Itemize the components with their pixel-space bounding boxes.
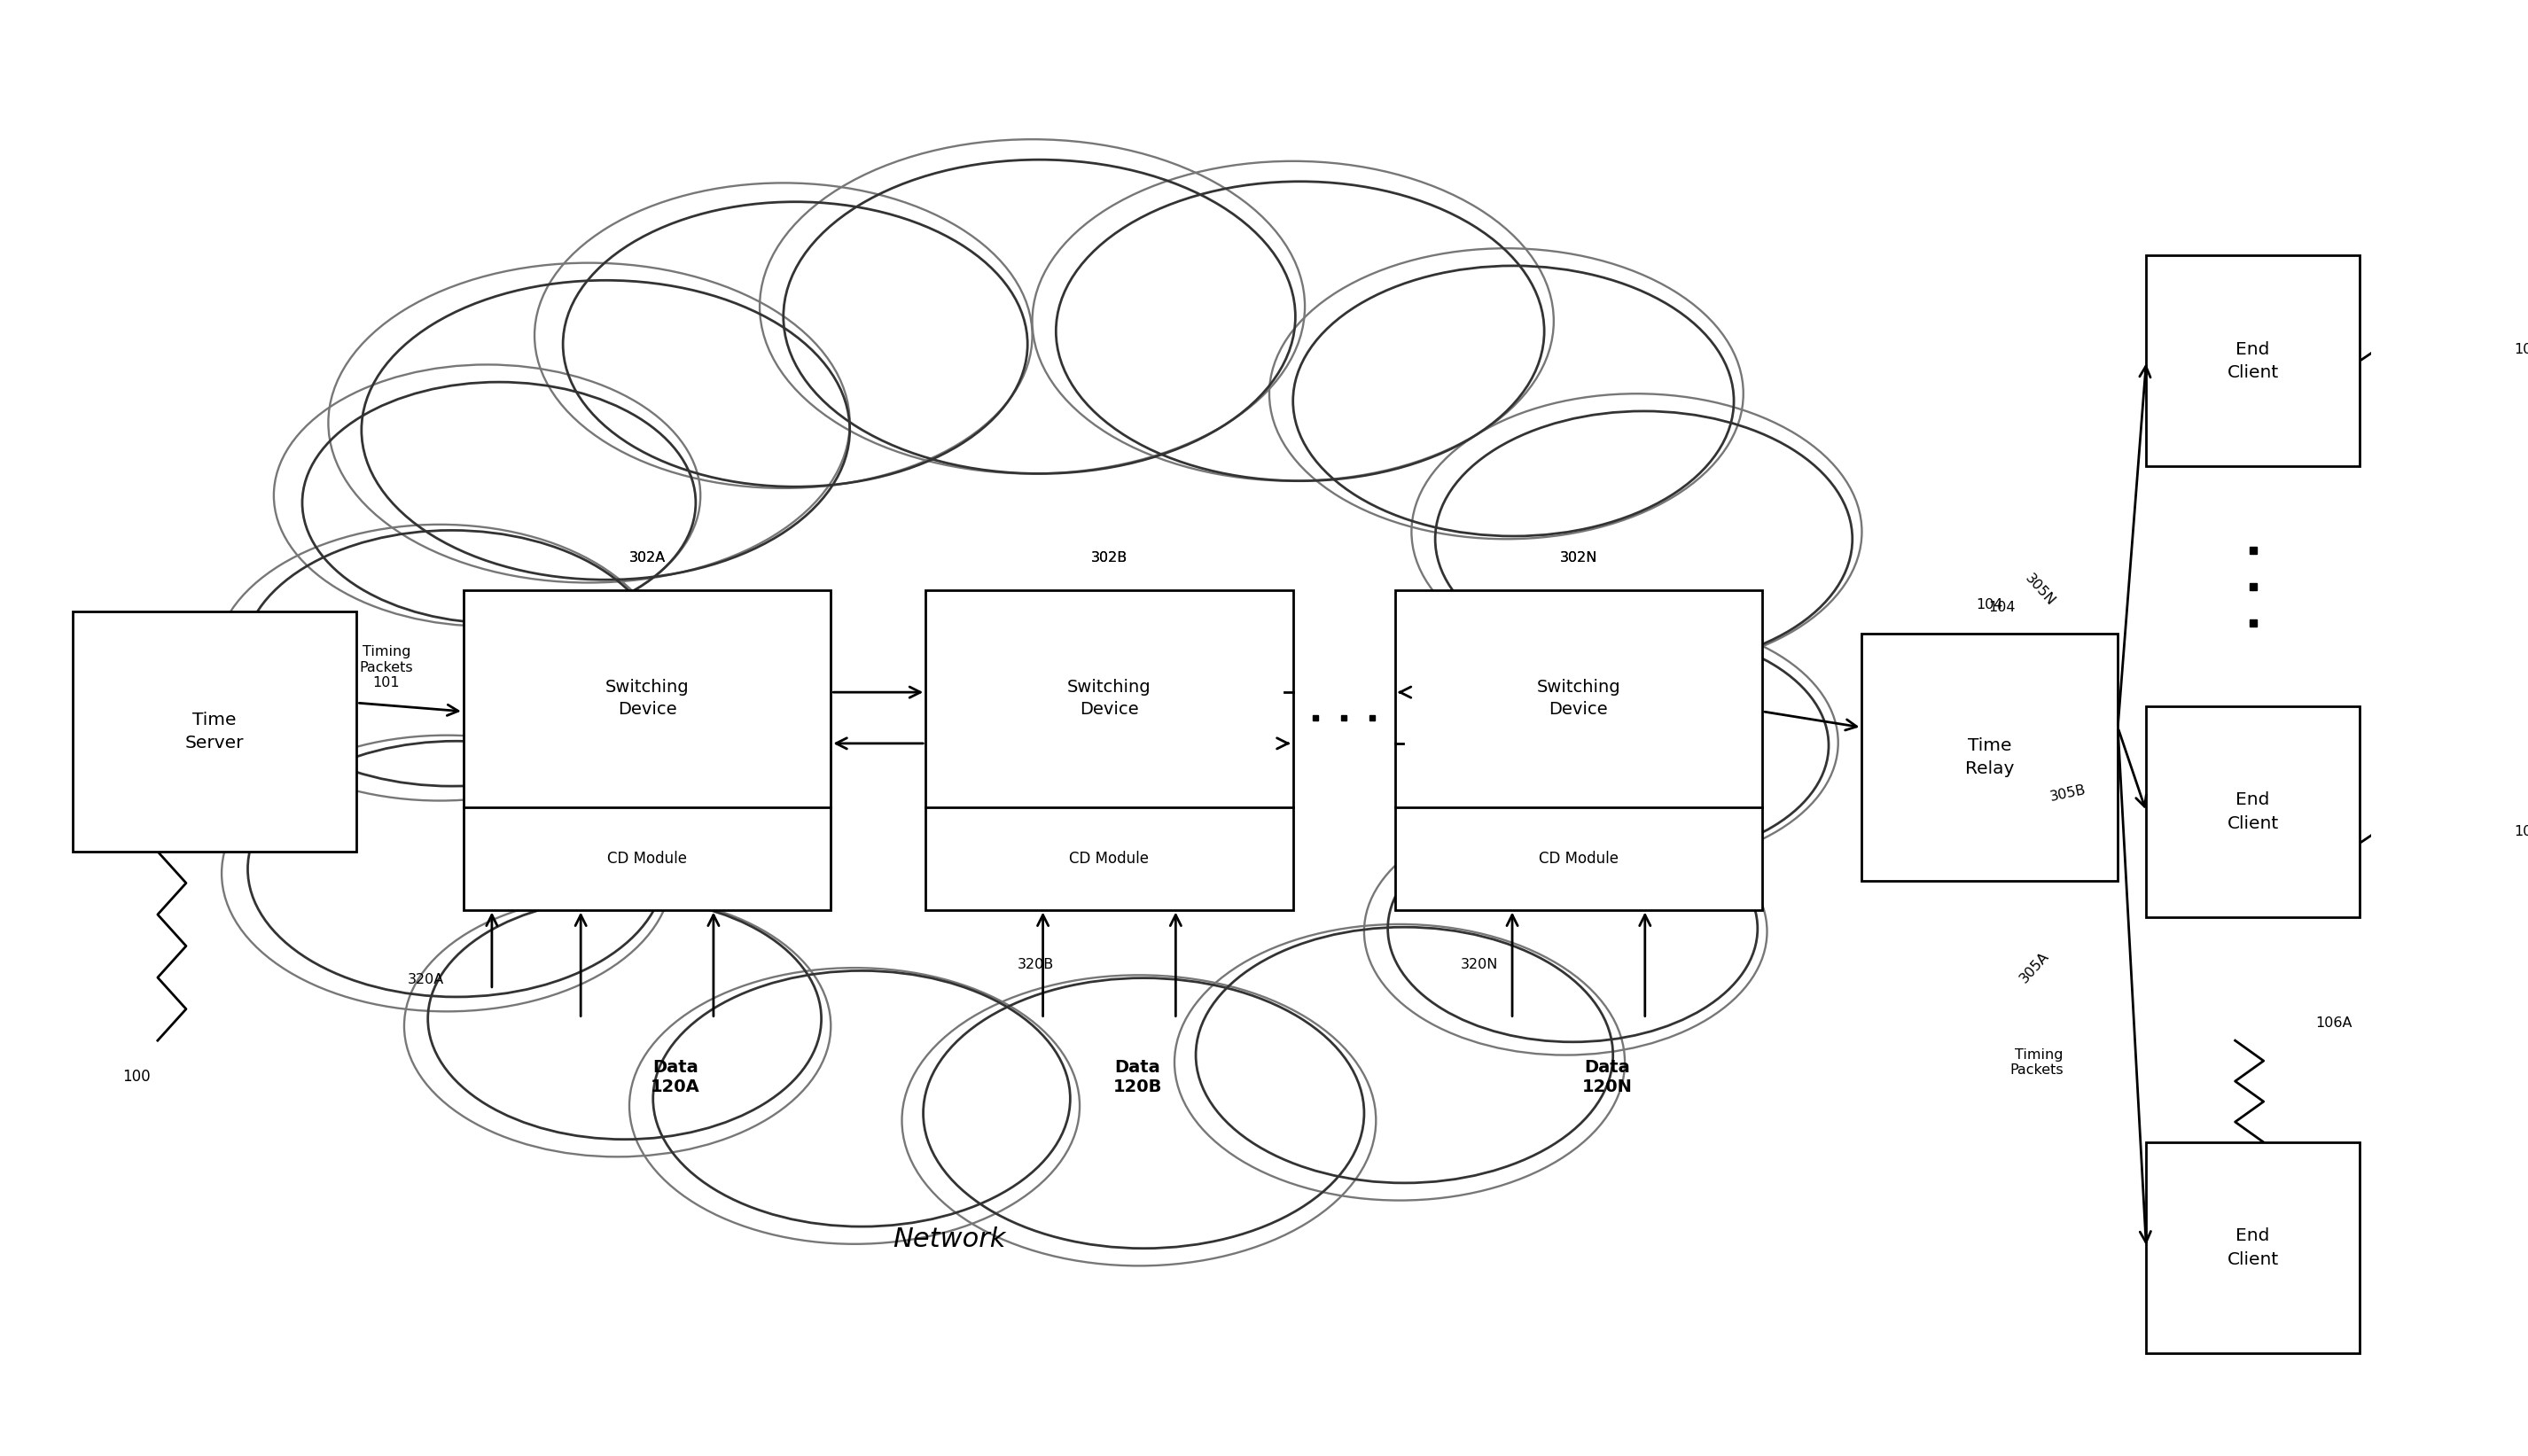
Text: 106A: 106A [2316, 1016, 2354, 1029]
Text: Switching
Device: Switching Device [1537, 678, 1620, 718]
Text: Time
Relay: Time Relay [1964, 737, 2015, 778]
Text: 320N: 320N [1461, 958, 1499, 971]
Text: CD Module: CD Module [1069, 850, 1150, 866]
Text: Switching
Device: Switching Device [604, 678, 690, 718]
Text: 305B: 305B [2048, 783, 2088, 804]
Text: 104: 104 [1987, 601, 2015, 614]
Text: CD Module: CD Module [607, 850, 688, 866]
Text: 302B: 302B [1092, 552, 1127, 565]
Text: 104: 104 [1977, 598, 2002, 612]
Text: 305A: 305A [2017, 949, 2053, 986]
Text: End
Client: End Client [2227, 1227, 2278, 1268]
Text: 100: 100 [121, 1069, 149, 1085]
FancyBboxPatch shape [463, 590, 832, 910]
FancyBboxPatch shape [1395, 590, 1762, 910]
Text: 320A: 320A [407, 973, 445, 986]
Text: 106B: 106B [2513, 826, 2528, 839]
FancyBboxPatch shape [73, 612, 356, 852]
Text: Data
120A: Data 120A [650, 1059, 700, 1095]
FancyBboxPatch shape [2146, 1143, 2359, 1353]
Text: 302B: 302B [1092, 552, 1127, 565]
Text: 305N: 305N [2022, 572, 2058, 609]
Text: Network: Network [892, 1227, 1006, 1252]
Text: Time
Server: Time Server [185, 712, 245, 751]
FancyBboxPatch shape [925, 590, 1292, 910]
Text: 302A: 302A [629, 552, 665, 565]
Text: Timing
Packets
101: Timing Packets 101 [359, 645, 412, 690]
Text: 302N: 302N [1560, 552, 1598, 565]
FancyBboxPatch shape [2146, 706, 2359, 917]
Text: End
Client: End Client [2227, 792, 2278, 831]
FancyBboxPatch shape [1861, 633, 2118, 881]
Text: End
Client: End Client [2227, 341, 2278, 381]
Text: CD Module: CD Module [1540, 850, 1618, 866]
Text: Switching
Device: Switching Device [1067, 678, 1150, 718]
Text: Data
120B: Data 120B [1112, 1059, 1163, 1095]
Text: 104N: 104N [2513, 342, 2528, 357]
Text: Timing
Packets: Timing Packets [2010, 1048, 2063, 1076]
Text: 302N: 302N [1560, 552, 1598, 565]
FancyBboxPatch shape [2146, 256, 2359, 466]
Text: Data
120N: Data 120N [1583, 1059, 1633, 1095]
Text: 320B: 320B [1019, 958, 1054, 971]
Text: 302A: 302A [629, 552, 665, 565]
